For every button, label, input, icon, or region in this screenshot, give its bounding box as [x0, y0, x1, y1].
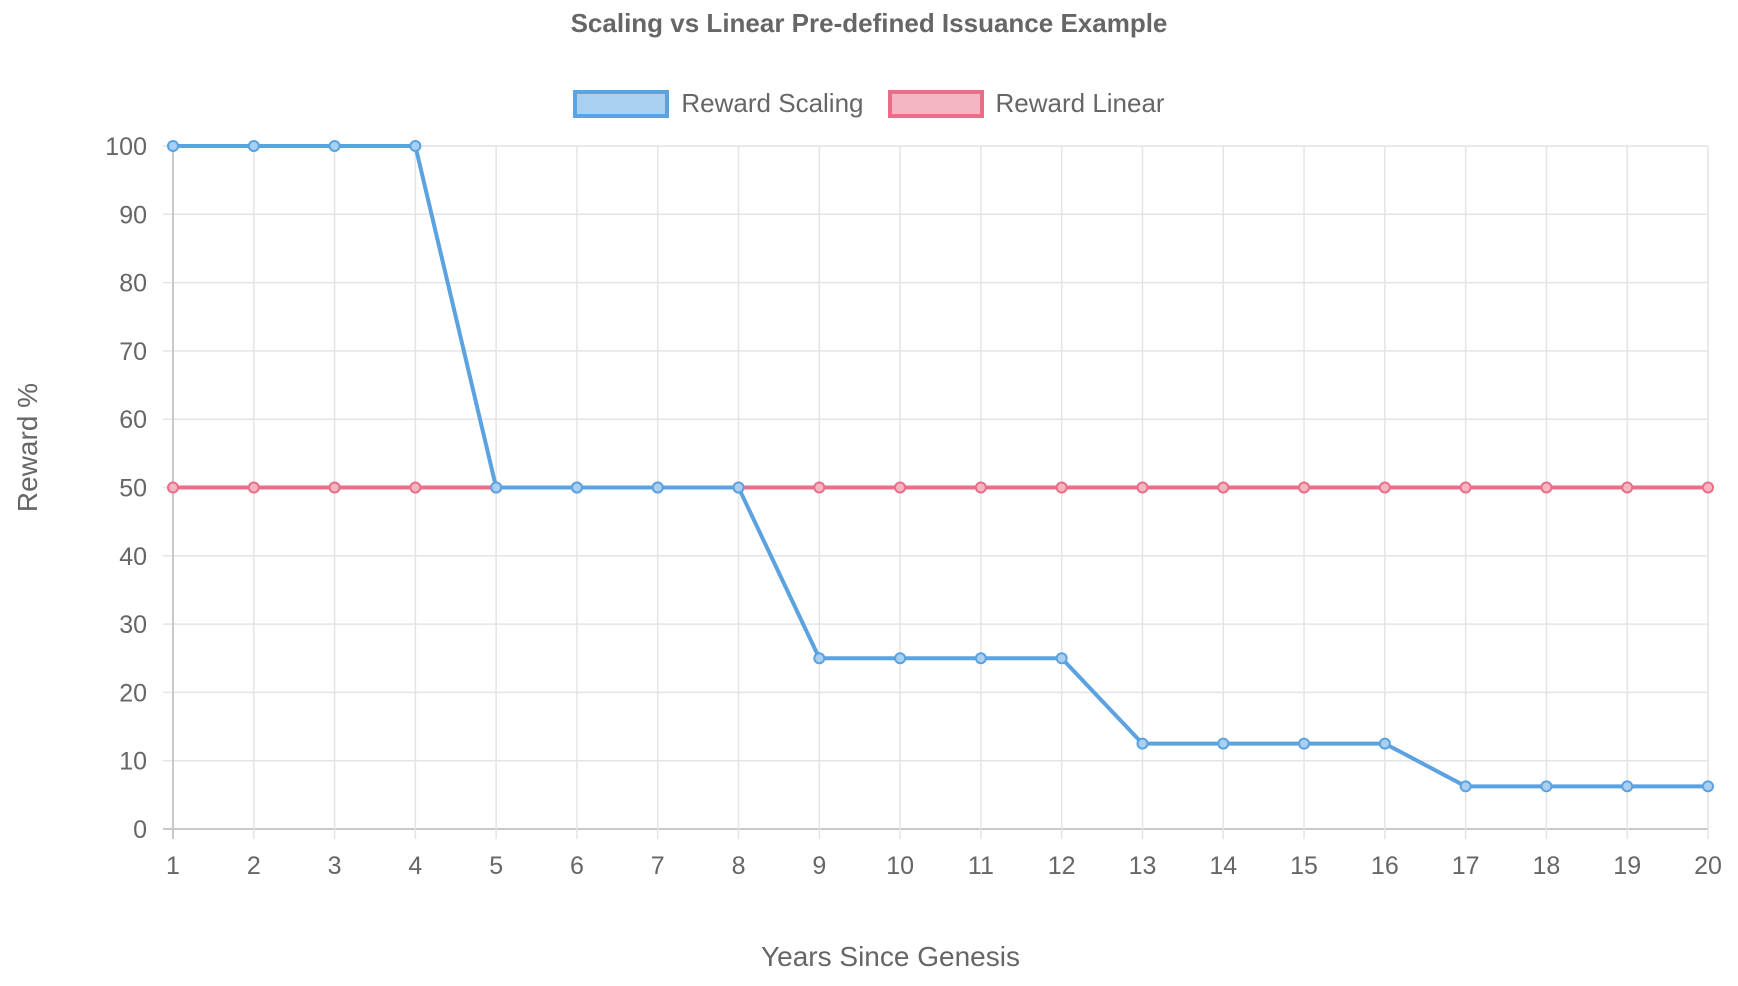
data-point-reward-linear[interactable] [894, 481, 907, 494]
data-point-reward-linear[interactable] [1702, 481, 1714, 494]
data-point-reward-linear[interactable] [974, 481, 987, 494]
legend: Reward Scaling Reward Linear [0, 88, 1738, 119]
legend-item-reward-scaling[interactable]: Reward Scaling [573, 88, 864, 119]
data-point-reward-linear[interactable] [1459, 481, 1472, 494]
data-point-reward-linear[interactable] [1055, 481, 1068, 494]
legend-swatch-reward-scaling [573, 89, 670, 118]
data-point-reward-linear[interactable] [1136, 481, 1149, 494]
x-tick-label: 2 [247, 852, 261, 880]
x-tick-label: 11 [968, 852, 994, 880]
data-point-reward-scaling[interactable] [1459, 780, 1472, 793]
x-tick-label: 3 [328, 852, 342, 880]
x-tick-label: 20 [1694, 852, 1722, 880]
data-point-reward-scaling[interactable] [894, 652, 907, 665]
data-point-reward-scaling[interactable] [490, 481, 503, 494]
data-point-reward-linear[interactable] [1217, 481, 1230, 494]
data-point-reward-scaling[interactable] [1298, 737, 1311, 750]
x-tick-label: 6 [570, 852, 584, 880]
x-tick-label: 16 [1371, 852, 1399, 880]
series-reward-scaling [167, 140, 1714, 793]
series-line-reward-scaling [173, 144, 1708, 789]
x-tick-label: 5 [489, 852, 503, 880]
series-reward-linear [167, 481, 1714, 494]
data-point-reward-scaling[interactable] [1702, 780, 1714, 793]
data-point-reward-scaling[interactable] [651, 481, 664, 494]
data-point-reward-scaling[interactable] [813, 652, 826, 665]
x-tick-label: 17 [1452, 852, 1480, 880]
legend-label-reward-linear: Reward Linear [995, 88, 1165, 118]
data-point-reward-linear[interactable] [1621, 481, 1634, 494]
data-point-reward-linear[interactable] [1378, 481, 1391, 494]
data-point-reward-scaling[interactable] [1217, 737, 1230, 750]
data-point-reward-linear[interactable] [328, 481, 341, 494]
y-tick-label: 60 [119, 406, 147, 434]
series-layer [167, 140, 1714, 793]
x-tick-label: 12 [1048, 852, 1076, 880]
y-tick-label: 50 [119, 475, 147, 503]
y-tick-label: 30 [119, 611, 147, 639]
data-point-reward-scaling[interactable] [1540, 780, 1553, 793]
x-tick-label: 14 [1209, 852, 1237, 880]
data-point-reward-scaling[interactable] [732, 481, 745, 494]
data-point-reward-scaling[interactable] [974, 652, 987, 665]
legend-swatch-reward-linear [887, 89, 984, 118]
y-tick-label: 90 [119, 201, 147, 229]
data-point-reward-scaling[interactable] [167, 140, 179, 152]
data-point-reward-linear[interactable] [1298, 481, 1311, 494]
y-axis-title: Reward % [12, 383, 43, 512]
grid-layer [163, 145, 1709, 839]
data-point-reward-scaling[interactable] [1055, 652, 1068, 665]
y-tick-label: 100 [105, 133, 147, 161]
data-point-reward-scaling[interactable] [409, 140, 422, 152]
x-tick-label: 8 [732, 852, 746, 880]
x-tick-label: 13 [1129, 852, 1157, 880]
x-tick-label: 1 [166, 852, 180, 880]
y-tick-label: 10 [119, 748, 147, 776]
x-tick-label: 15 [1290, 852, 1318, 880]
x-tick-label: 4 [408, 852, 422, 880]
data-point-reward-scaling[interactable] [328, 140, 341, 152]
x-tick-label: 10 [886, 852, 914, 880]
y-tick-label: 70 [119, 338, 147, 366]
x-tick-label: 19 [1613, 852, 1641, 880]
data-point-reward-scaling[interactable] [247, 140, 260, 152]
data-point-reward-scaling[interactable] [1136, 737, 1149, 750]
data-point-reward-linear[interactable] [247, 481, 260, 494]
data-point-reward-linear[interactable] [813, 481, 826, 494]
data-point-reward-scaling[interactable] [570, 481, 583, 494]
y-tick-label: 20 [119, 679, 147, 707]
x-tick-label: 18 [1533, 852, 1561, 880]
data-point-reward-linear[interactable] [167, 481, 179, 494]
legend-label-reward-scaling: Reward Scaling [681, 88, 864, 118]
data-point-reward-scaling[interactable] [1621, 780, 1634, 793]
y-tick-label: 80 [119, 270, 147, 298]
x-tick-label: 7 [651, 852, 665, 880]
y-tick-label: 0 [133, 816, 147, 844]
x-tick-label: 9 [812, 852, 826, 880]
y-tick-label: 40 [119, 543, 147, 571]
x-axis-title: Years Since Genesis [761, 941, 1020, 972]
data-point-reward-linear[interactable] [1540, 481, 1553, 494]
chart-title: Scaling vs Linear Pre-defined Issuance E… [570, 8, 1168, 38]
legend-item-reward-linear[interactable]: Reward Linear [887, 88, 1165, 119]
data-point-reward-scaling[interactable] [1378, 737, 1391, 750]
data-point-reward-linear[interactable] [409, 481, 422, 494]
